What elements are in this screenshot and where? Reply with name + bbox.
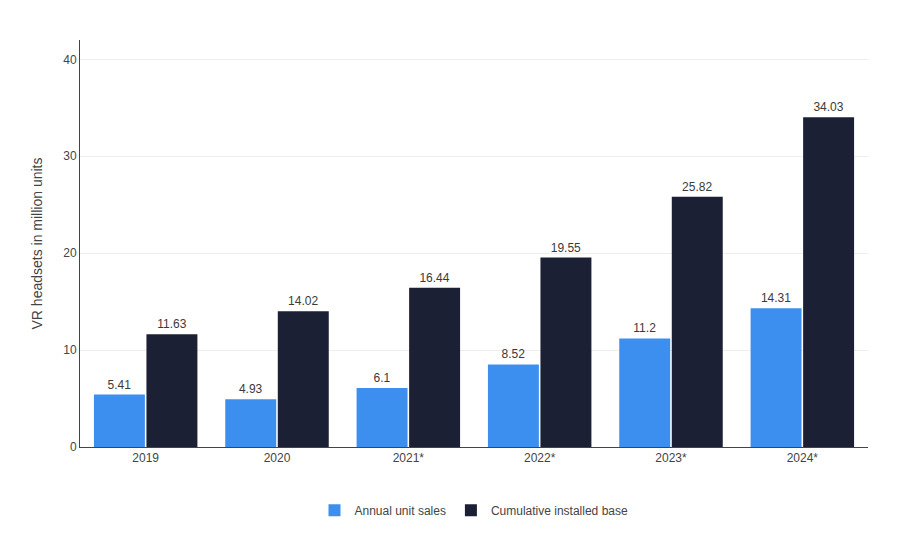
svg-text:6.1: 6.1 bbox=[374, 371, 391, 385]
svg-text:2020: 2020 bbox=[264, 451, 291, 465]
svg-text:34.03: 34.03 bbox=[813, 100, 843, 114]
svg-text:20: 20 bbox=[63, 246, 77, 260]
svg-text:2024*: 2024* bbox=[787, 451, 819, 465]
svg-text:4.93: 4.93 bbox=[239, 382, 263, 396]
svg-text:2022*: 2022* bbox=[524, 451, 556, 465]
svg-text:30: 30 bbox=[63, 149, 77, 163]
svg-text:2021*: 2021* bbox=[393, 451, 425, 465]
svg-text:16.44: 16.44 bbox=[419, 271, 449, 285]
svg-text:19.55: 19.55 bbox=[551, 241, 581, 255]
svg-text:2019: 2019 bbox=[132, 451, 159, 465]
svg-text:8.52: 8.52 bbox=[502, 347, 526, 361]
svg-text:VR headsets in million units: VR headsets in million units bbox=[29, 158, 45, 330]
svg-text:14.31: 14.31 bbox=[761, 291, 791, 305]
svg-text:2023*: 2023* bbox=[655, 451, 687, 465]
svg-text:25.82: 25.82 bbox=[682, 180, 712, 194]
svg-text:11.2: 11.2 bbox=[633, 321, 656, 335]
svg-text:14.02: 14.02 bbox=[288, 294, 318, 308]
svg-text:0: 0 bbox=[70, 440, 77, 454]
svg-text:10: 10 bbox=[63, 343, 77, 357]
svg-text:5.41: 5.41 bbox=[108, 378, 132, 392]
svg-text:Annual unit sales: Annual unit sales bbox=[355, 504, 446, 518]
svg-text:Cumulative installed base: Cumulative installed base bbox=[491, 504, 628, 518]
svg-text:11.63: 11.63 bbox=[157, 317, 186, 331]
svg-text:40: 40 bbox=[63, 53, 77, 67]
